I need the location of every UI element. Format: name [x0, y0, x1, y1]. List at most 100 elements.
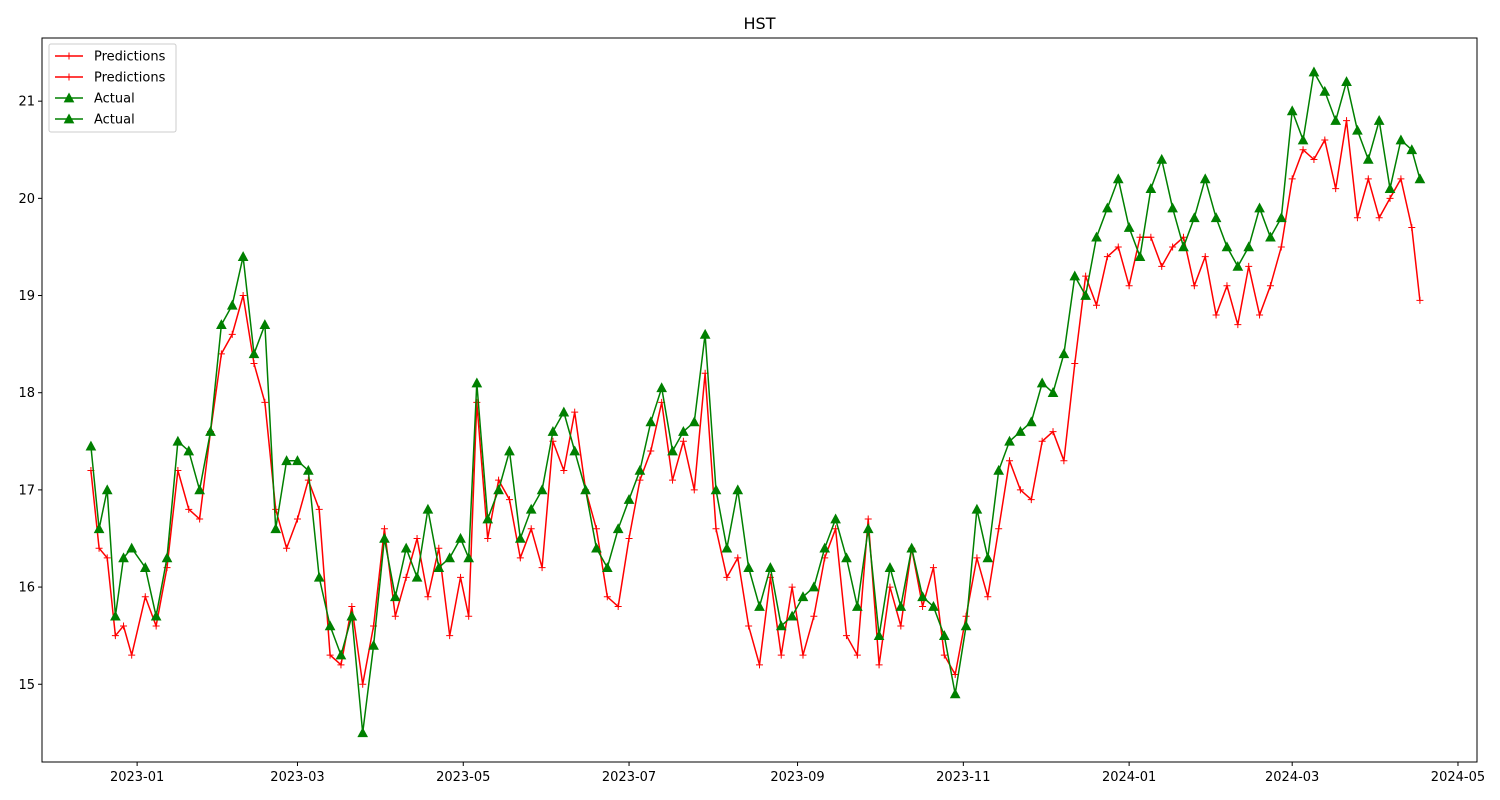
series-0-point-49	[603, 593, 611, 601]
series-0-point-112	[1288, 175, 1296, 183]
series-0-point-62	[745, 622, 753, 630]
series-0-point-110	[1266, 282, 1274, 290]
legend-entry-2: Actual	[55, 92, 135, 107]
series-1-point-45	[558, 406, 570, 417]
y-axis: 15 16 17 18 19 20 21	[18, 95, 42, 693]
series-1-point-3	[110, 610, 121, 621]
legend-marker-0	[65, 52, 73, 60]
series-0-point-98	[1136, 233, 1144, 241]
series-1-point-9	[172, 435, 184, 446]
series-0-point-4	[120, 622, 128, 630]
series-1-point-39	[493, 484, 504, 495]
series-1-point-33	[433, 562, 445, 572]
series-1-point-4	[118, 552, 129, 563]
series-0-point-25	[348, 603, 356, 611]
series-0-point-50	[614, 603, 622, 611]
series-0-point-42	[527, 525, 535, 533]
series-1-point-24	[335, 649, 347, 660]
series-0-point-72	[853, 651, 861, 659]
x-tick-label-2: 2023-05	[436, 770, 490, 785]
series-0-point-111	[1277, 243, 1285, 251]
series-0-point-119	[1364, 175, 1372, 183]
series-0-point-114	[1310, 155, 1318, 163]
series-1-point-84	[982, 552, 994, 563]
series-0-point-71	[842, 632, 850, 640]
series-0-point-66	[788, 583, 796, 591]
series-0-point-85	[995, 525, 1003, 533]
series-0-point-28	[380, 525, 388, 533]
series-1-point-7	[150, 610, 162, 621]
y-tick-label-1: 16	[18, 581, 35, 596]
series-1-point-110	[1265, 231, 1276, 242]
series-1-point-23	[324, 620, 336, 631]
x-tick-label-8: 2024-05	[1431, 770, 1485, 785]
legend-entry-3: Actual	[55, 113, 135, 128]
series-0-point-57	[690, 486, 698, 494]
y-tick-label-3: 18	[18, 386, 35, 401]
series-1-point-32	[422, 503, 434, 514]
series-0-point-14	[228, 330, 236, 338]
series-1-point-10	[183, 445, 195, 456]
series-1-point-28	[379, 532, 390, 543]
series-0-point-108	[1245, 262, 1253, 270]
x-tick-label-5: 2023-11	[936, 770, 990, 785]
series-0-point-109	[1256, 311, 1264, 319]
legend-marker-1	[65, 73, 73, 81]
series-0-point-19	[283, 544, 291, 552]
series-1-point-40	[504, 445, 515, 456]
series-0-point-68	[810, 612, 818, 620]
series-1-point-91	[1058, 348, 1070, 359]
series-0-point-83	[973, 554, 981, 562]
series-0-point-51	[625, 534, 633, 542]
series-1-point-89	[1036, 377, 1048, 388]
series-1-point-59	[710, 484, 722, 495]
x-tick-label-4: 2023-09	[770, 770, 824, 785]
series-0-point-2	[103, 554, 111, 562]
series-0-point-1	[95, 544, 103, 552]
series-1-point-76	[895, 600, 907, 611]
x-axis: 2023-01 2023-03 2023-05 2023-07 2023-09 2023-…	[110, 762, 1485, 785]
series-0-point-38	[484, 534, 492, 542]
series-1-point-69	[819, 542, 831, 553]
plot-frame	[41, 37, 1478, 763]
series-0-point-40	[505, 496, 513, 504]
legend-label-1: Predictions	[94, 71, 166, 86]
series-1-point-119	[1362, 153, 1374, 164]
series-1-point-104	[1199, 173, 1211, 184]
series-0-point-95	[1103, 253, 1111, 261]
legend-label-3: Actual	[94, 113, 135, 128]
series-1-point-60	[721, 542, 733, 553]
series-0-point-56	[679, 437, 687, 445]
series-0-point-67	[799, 651, 807, 659]
series-0-point-107	[1234, 321, 1242, 329]
legend-box	[48, 43, 177, 133]
series-0-point-15	[239, 292, 247, 300]
series-1-point-96	[1112, 173, 1124, 184]
series-0-point-123	[1408, 224, 1416, 232]
series-1-point-2	[101, 484, 113, 495]
series-0-point-48	[592, 525, 600, 533]
series-0-point-113	[1299, 146, 1307, 154]
series-1-point-70	[830, 513, 841, 524]
series-0-point-99	[1147, 233, 1155, 241]
series-1-point-108	[1243, 241, 1255, 252]
series-1-point-71	[841, 552, 852, 563]
series-1-point-42	[525, 503, 537, 514]
series-1-point-16	[248, 348, 260, 359]
series-1-point-15	[237, 251, 249, 261]
series-1-point-106	[1221, 241, 1233, 252]
series-0-point-88	[1027, 496, 1035, 504]
series-0	[87, 117, 1424, 688]
series-1-point-1	[93, 523, 105, 534]
chart-title: HST	[744, 14, 776, 33]
series-0-point-22	[315, 505, 323, 513]
series-1-point-5	[126, 542, 138, 553]
series-1-point-26	[357, 727, 369, 738]
series-1-point-78	[917, 591, 928, 602]
series-0-point-31	[413, 534, 421, 542]
series-1-point-74	[873, 630, 885, 640]
series-0-point-30	[402, 573, 410, 581]
series-0-point-20	[293, 515, 301, 523]
